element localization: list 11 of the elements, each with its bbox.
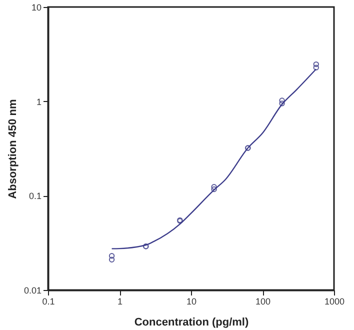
x-tick-label: 1000 bbox=[324, 296, 345, 306]
y-tick-label: 0.01 bbox=[24, 286, 42, 296]
y-tick-label: 1 bbox=[36, 96, 42, 107]
x-axis-title: Concentration (pg/ml) bbox=[134, 316, 249, 328]
y-tick-label: 0.1 bbox=[28, 191, 42, 202]
x-tick-label: 1 bbox=[117, 296, 123, 306]
y-axis-title: Absorption 450 nm bbox=[6, 98, 19, 199]
x-tick-label: 100 bbox=[255, 296, 271, 306]
y-tick-label: 10 bbox=[31, 2, 42, 12]
x-tick-label: 10 bbox=[186, 296, 197, 306]
x-tick-label: 0.1 bbox=[42, 296, 55, 306]
